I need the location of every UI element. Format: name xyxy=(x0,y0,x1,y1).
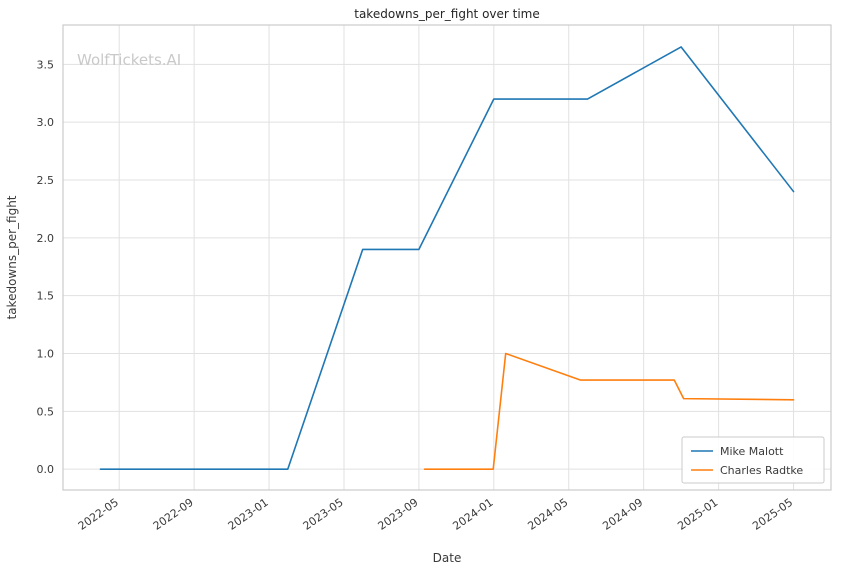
y-tick-label: 0.0 xyxy=(37,463,55,476)
y-tick-label: 3.5 xyxy=(37,58,55,71)
x-axis-label: Date xyxy=(433,551,462,565)
legend-label-1: Mike Malott xyxy=(720,445,784,458)
watermark: WolfTickets.AI xyxy=(77,51,181,69)
y-tick-label: 1.0 xyxy=(37,348,55,361)
y-tick-label: 2.0 xyxy=(37,232,55,245)
plot-border xyxy=(62,24,832,491)
legend-box xyxy=(681,436,825,484)
y-tick-label: 1.5 xyxy=(37,290,55,303)
y-axis-label: takedowns_per_fight xyxy=(5,195,19,319)
y-tick-label: 0.5 xyxy=(37,405,55,418)
legend-label-2: Charles Radtke xyxy=(720,464,803,477)
series-line-1 xyxy=(99,46,795,470)
y-tick-label: 3.0 xyxy=(37,116,55,129)
chart-title: takedowns_per_fight over time xyxy=(354,7,540,21)
series-line-2 xyxy=(423,352,795,470)
y-tick-label: 2.5 xyxy=(37,174,55,187)
